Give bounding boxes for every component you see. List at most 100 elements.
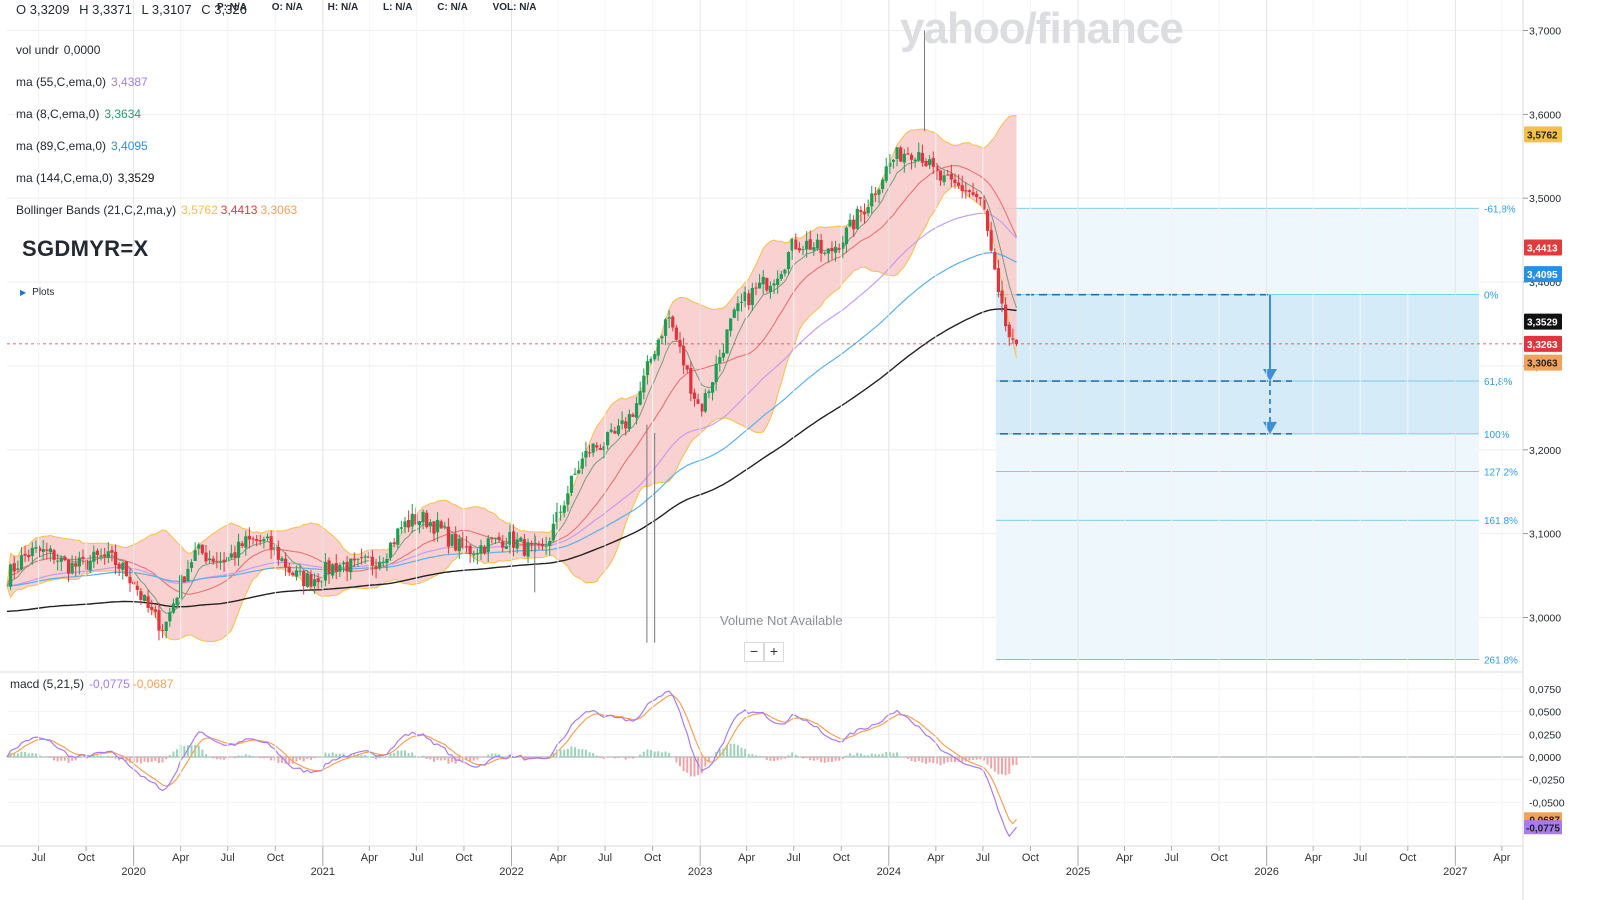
candle-body xyxy=(703,393,707,412)
candle-body xyxy=(938,170,943,181)
macd-histogram-bar xyxy=(639,754,642,757)
candle-body xyxy=(240,543,244,547)
macd-histogram-bar xyxy=(555,749,558,757)
candle-body xyxy=(656,339,660,356)
candle-body xyxy=(287,566,291,573)
indicator-label: vol undr xyxy=(16,43,59,57)
macd-histogram-bar xyxy=(172,751,175,757)
macd-histogram-bar xyxy=(794,754,797,757)
axis-badge-label: 3,3063 xyxy=(1527,359,1558,370)
candle-body xyxy=(779,274,783,279)
candle-body xyxy=(229,553,233,558)
macd-histogram-bar xyxy=(494,753,497,757)
indicator-bollinger-bands[interactable]: Bollinger Bands (21,C,2,ma,y) 3,5762 3,441… xyxy=(16,203,297,217)
indicator-ma-144[interactable]: ma (144,C,ema,0) 3,3529 xyxy=(16,171,154,185)
bb-lower-value: 3,3063 xyxy=(260,203,298,217)
candle-body xyxy=(280,558,284,561)
candle-body xyxy=(392,542,396,545)
macd-histogram-bar xyxy=(443,757,446,761)
indicator-ma-8[interactable]: ma (8,C,ema,0) 3,3634 xyxy=(16,107,141,121)
candle-body xyxy=(443,526,447,528)
macd-histogram-bar xyxy=(136,757,139,763)
candle-body xyxy=(381,561,385,563)
month-tick-label: Oct xyxy=(833,852,850,864)
macd-histogram-bar xyxy=(469,757,472,761)
ohlc-close: C 3,326 xyxy=(201,2,247,17)
macd-histogram-bar xyxy=(599,757,602,759)
price-tick-label: 3,1000 xyxy=(1529,529,1561,541)
candle-body xyxy=(341,562,346,565)
candle-body xyxy=(718,357,722,364)
month-tick-label: Jul xyxy=(1353,852,1367,864)
macd-histogram-bar xyxy=(302,757,305,762)
indicator-value: 3,4095 xyxy=(111,139,148,153)
macd-histogram-bar xyxy=(364,755,367,757)
macd-histogram-bar xyxy=(704,757,707,767)
macd-signal-value: -0,0687 xyxy=(132,677,174,691)
volume-not-available: Volume Not Available xyxy=(720,613,843,628)
indicator-ma-55[interactable]: ma (55,C,ema,0) 3,4387 xyxy=(16,75,148,89)
macd-histogram-bar xyxy=(1008,757,1011,774)
macd-histogram-bar xyxy=(425,757,428,759)
macd-histogram-bar xyxy=(501,756,504,758)
candle-body xyxy=(645,361,650,376)
indicator-label: ma (89,C,ema,0) xyxy=(16,139,107,153)
candle-body xyxy=(128,576,132,584)
axis-badge-bg xyxy=(1524,335,1562,352)
macd-histogram-bar xyxy=(306,757,309,759)
macd-histogram-bar xyxy=(360,754,363,757)
macd-histogram-bar xyxy=(943,757,946,764)
candle-body xyxy=(653,354,657,360)
candle-body xyxy=(848,219,852,227)
macd-histogram-bar xyxy=(914,757,917,762)
macd-histogram-bar xyxy=(389,753,392,757)
macd-histogram-bar xyxy=(161,757,164,763)
macd-histogram-bar xyxy=(736,745,739,757)
indicator-vol-undr[interactable]: vol undr 0,0000 xyxy=(16,43,100,57)
macd-histogram-bar xyxy=(678,757,681,767)
macd-histogram-bar xyxy=(317,757,320,758)
candle-body xyxy=(103,554,107,557)
candle-body xyxy=(428,522,432,527)
macd-histogram xyxy=(6,743,1018,777)
fib-level-label: 100% xyxy=(1484,430,1510,441)
candle-body xyxy=(960,185,964,192)
fib-level-label: 161,8% xyxy=(1484,516,1518,527)
macd-histogram-bar xyxy=(429,757,432,760)
axis-badge-bg xyxy=(1524,354,1562,371)
candle-body xyxy=(924,161,928,167)
candle-body xyxy=(399,527,403,529)
plots-toggle[interactable]: ▶ Plots xyxy=(20,287,54,298)
candle-body xyxy=(385,558,389,564)
macd-histogram-bar xyxy=(71,757,74,761)
candle-body xyxy=(16,568,20,570)
zoom-out-button[interactable]: − xyxy=(744,642,764,662)
macd-histogram-bar xyxy=(89,757,92,758)
candle-body xyxy=(888,162,892,167)
candle-body xyxy=(551,523,555,541)
compare-readout: P: N/A O: N/A H: N/A L: N/A C: N/A VOL: … xyxy=(217,2,558,13)
macd-value: -0,0775 xyxy=(89,677,130,691)
macd-legend[interactable]: macd (5,21,5) -0,0775 -0,0687 xyxy=(10,677,173,691)
candle-body xyxy=(124,561,129,577)
candle-body xyxy=(613,430,617,434)
macd-histogram-bar xyxy=(787,755,790,757)
zoom-in-button[interactable]: + xyxy=(764,642,784,662)
candle-body xyxy=(931,157,935,167)
price-tick-label: 3,5000 xyxy=(1529,193,1561,205)
axis-badge-label: 3,4413 xyxy=(1527,243,1558,254)
indicator-ma-89[interactable]: ma (89,C,ema,0) 3,4095 xyxy=(16,139,148,153)
candle-body xyxy=(157,610,161,631)
axis-badge-label: 3,5762 xyxy=(1527,130,1558,141)
candle-body xyxy=(674,327,678,340)
macd-histogram-bar xyxy=(751,754,754,757)
year-tick-label: 2024 xyxy=(877,866,901,878)
candle-body xyxy=(877,189,881,195)
macd-histogram-bar xyxy=(447,757,450,764)
candle-body xyxy=(323,561,328,581)
readout-o: O: N/A xyxy=(271,2,303,13)
macd-histogram-bar xyxy=(208,756,211,757)
candle-body xyxy=(66,559,71,574)
candle-body xyxy=(439,521,443,529)
